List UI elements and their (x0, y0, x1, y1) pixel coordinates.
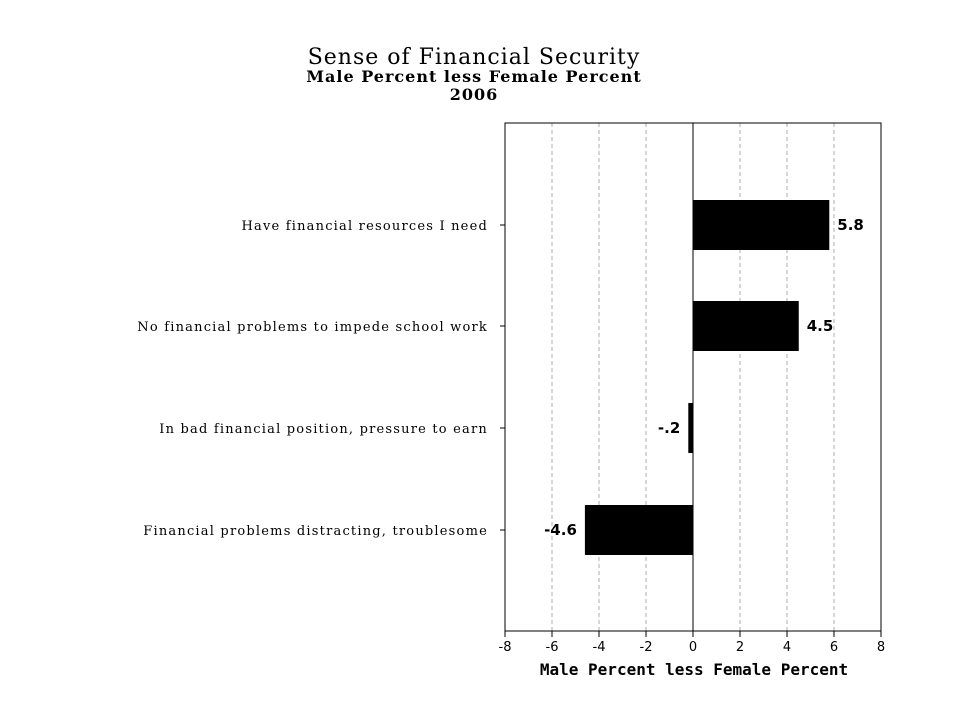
x-axis: -8 -6 -4 -2 0 2 4 6 8 (499, 224, 885, 655)
x-tick-label: 2 (736, 640, 744, 655)
category-label: No financial problems to impede school w… (137, 320, 488, 335)
bar (584, 505, 693, 555)
data-label: 5.8 (837, 216, 864, 234)
x-tick-label: 8 (877, 640, 885, 655)
category-labels: Have financial resources I need No financ… (137, 219, 488, 539)
bars: 5.8 4.5 -.2 -4.6 (544, 200, 864, 555)
category-label: In bad financial position, pressure to e… (159, 422, 488, 437)
bar (693, 200, 830, 250)
x-tick-label: -2 (640, 640, 653, 655)
x-tick-label: 4 (783, 640, 791, 655)
data-label: 4.5 (807, 317, 834, 335)
data-label: -4.6 (544, 521, 577, 539)
x-tick-label: 6 (830, 640, 838, 655)
x-tick-label: -8 (499, 640, 512, 655)
x-tick-label: -6 (546, 640, 559, 655)
x-tick-label: 0 (689, 640, 697, 655)
data-label: -.2 (658, 419, 680, 437)
chart-subtitle: Male Percent less Female Percent (306, 67, 641, 86)
category-label: Financial problems distracting, troubles… (143, 524, 488, 539)
x-tick-label: -4 (593, 640, 606, 655)
chart-year: 2006 (450, 85, 499, 104)
bar (688, 403, 693, 453)
x-axis-title: Male Percent less Female Percent (540, 660, 848, 679)
category-label: Have financial resources I need (241, 219, 488, 234)
bar (693, 301, 799, 351)
chart-title: Sense of Financial Security (308, 45, 641, 70)
